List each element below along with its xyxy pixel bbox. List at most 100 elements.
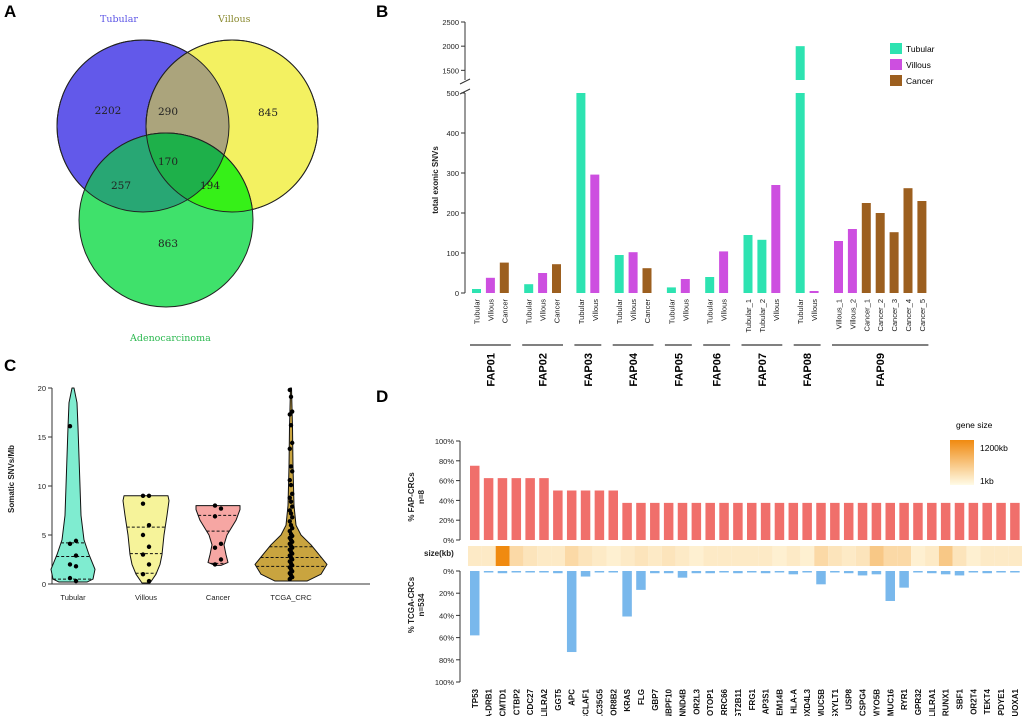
d-tcga-bar <box>996 571 1006 573</box>
c-data-point <box>146 544 152 549</box>
d-tcga-bar <box>636 571 646 590</box>
venn-outline-tubular <box>56 39 230 213</box>
panel-letter-a: A <box>4 2 16 21</box>
d-tcga-bar <box>885 571 895 601</box>
b-x-tick-label: Cancer_3 <box>890 299 899 332</box>
d-tcga-bar <box>594 571 605 573</box>
c-x-tick-label: Cancer <box>206 593 231 602</box>
d-top-tick-label: 100% <box>435 437 455 446</box>
c-data-point <box>146 523 152 528</box>
d-size-cell <box>468 546 482 566</box>
b-legend-label-tubular: Tubular <box>906 44 935 54</box>
b-bar <box>719 251 729 293</box>
b-y-tick-label: 500 <box>446 89 459 98</box>
d-gene-label: CDC27 <box>526 688 535 715</box>
d-gene-label: USP8 <box>845 688 854 709</box>
d-gene-label: GXYLT1 <box>831 688 840 716</box>
d-tcga-bar <box>982 571 992 574</box>
venn-count-villous-only: 845 <box>258 107 278 119</box>
d-size-cell <box>661 546 676 566</box>
b-bars <box>472 46 927 293</box>
d-top-label-2: n=8 <box>417 489 426 504</box>
d-gene-label: FLG <box>637 689 646 705</box>
b-x-tick-label: Tubular <box>706 299 715 325</box>
c-violin-tubular <box>50 387 96 583</box>
c-data-point <box>73 538 79 544</box>
d-bottom-tick-label: 100% <box>435 678 455 687</box>
d-fap-bar <box>830 502 840 540</box>
d-fap-bar <box>705 502 715 540</box>
d-tcga-bar <box>483 571 494 573</box>
d-gene-label: HLA-A <box>789 689 798 714</box>
d-fap-bar <box>566 490 577 540</box>
d-fap-bar <box>954 502 965 540</box>
d-size-cell <box>841 546 856 566</box>
b-x-tick-label: Villous <box>629 299 638 321</box>
d-tcga-bar <box>927 571 937 574</box>
b-x-tick-label: Villous_1 <box>835 299 844 329</box>
d-fap-bar <box>594 490 605 540</box>
d-size-cell <box>689 546 704 566</box>
c-y-tick-label: 20 <box>38 384 46 393</box>
d-gene-label: MUC5B <box>817 689 826 716</box>
b-group-label: FAP05 <box>673 353 685 387</box>
d-tcga-bar <box>843 571 854 574</box>
d-size-label: size(kb) <box>424 549 454 558</box>
b-x-tick-label: Villous <box>810 299 819 321</box>
venn-label-villous: Villous <box>217 14 251 25</box>
c-x-tick-label: TCGA_CRC <box>270 593 312 602</box>
b-bar <box>485 277 495 293</box>
c-data-point <box>290 491 295 497</box>
d-tcga-bar <box>913 571 923 573</box>
d-gene-label: LILRA2 <box>540 688 549 716</box>
d-tcga-bar <box>968 571 979 573</box>
b-x-tick-label: Cancer <box>553 299 562 324</box>
d-size-cell <box>897 546 912 566</box>
c-data-point <box>218 541 224 547</box>
d-size-cell <box>952 546 967 566</box>
panel-b: B total exonic SNVs 0 100 200 300 400 500 1500… <box>376 2 935 387</box>
d-tcga-bar <box>802 571 812 573</box>
b-bar <box>576 93 586 293</box>
d-size-cell <box>509 546 524 566</box>
c-data-point <box>73 553 79 558</box>
b-x-tick-label: Tubular <box>667 299 676 325</box>
c-data-point <box>140 501 146 506</box>
d-top-tick-label: 40% <box>439 496 454 505</box>
d-gene-label: GGT5 <box>554 688 563 710</box>
d-top-tick-label: 80% <box>439 457 454 466</box>
d-gene-label: SLC35G5 <box>595 688 604 716</box>
d-gene-label: LILRA1 <box>928 688 937 716</box>
d-fap-bar <box>885 502 895 540</box>
d-fap-bar <box>1010 502 1020 540</box>
b-x-tick-label: Villous <box>539 299 548 321</box>
b-y-tick-label: 2000 <box>442 42 459 51</box>
c-data-point <box>212 503 218 508</box>
b-x-tick-label: Cancer_2 <box>876 299 885 332</box>
d-tcga-bar <box>497 571 508 574</box>
venn-count-tubular-villous: 290 <box>158 106 178 118</box>
d-fap-bar <box>525 478 535 540</box>
b-bar <box>590 174 600 293</box>
b-group-label: FAP04 <box>628 352 640 387</box>
d-gene-label: TEKT4 <box>983 688 992 714</box>
c-data-point <box>212 545 218 550</box>
d-fap-bar <box>470 465 480 540</box>
c-y-tick-label: 10 <box>38 482 46 491</box>
d-tcga-bar <box>580 571 591 577</box>
d-gene-label: CSPG4 <box>859 688 868 716</box>
b-bar <box>809 291 819 293</box>
c-data-point <box>290 515 295 520</box>
c-data-point <box>140 532 146 538</box>
b-y-tick-label: 300 <box>446 169 459 178</box>
d-fap-bar <box>760 502 771 540</box>
c-data-point <box>218 506 224 511</box>
d-tcga-bar <box>691 571 702 574</box>
d-size-cell <box>592 546 607 566</box>
c-data-point <box>290 469 295 474</box>
b-y-tick-label: 2500 <box>442 18 459 27</box>
d-size-cell <box>703 546 718 566</box>
d-fap-bar <box>511 478 522 540</box>
d-tcga-bar <box>816 571 826 585</box>
c-data-point <box>67 424 73 429</box>
